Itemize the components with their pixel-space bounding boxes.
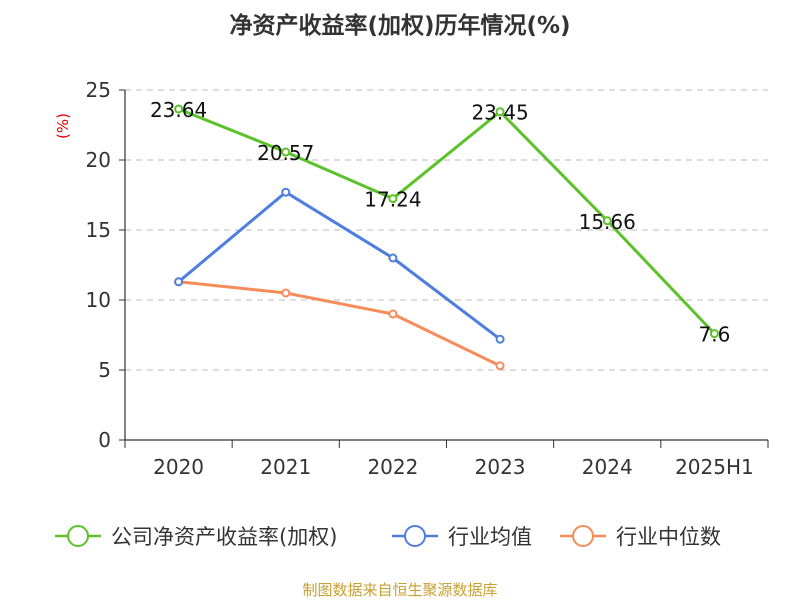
x-tick-label: 2024: [582, 455, 633, 479]
x-tick-label: 2022: [367, 455, 418, 479]
data-point: [602, 216, 612, 226]
data-label: 23.64: [150, 98, 207, 122]
series-line-2: [178, 280, 501, 368]
data-label: 20.57: [257, 141, 314, 165]
data-point: [388, 253, 398, 263]
data-point: [281, 147, 291, 157]
legend-swatch-circle: [67, 525, 89, 547]
series-line-1: [177, 190, 502, 341]
legend-label: 行业中位数: [616, 525, 721, 549]
y-tick-label: 25: [86, 78, 111, 102]
data-point: [709, 329, 719, 339]
legend[interactable]: 公司净资产收益率(加权) 行业均值 行业中位数: [55, 525, 721, 549]
data-label: 17.24: [364, 188, 421, 212]
x-tick-label: 2021: [260, 455, 311, 479]
y-tick-label: 0: [98, 428, 111, 452]
legend-item[interactable]: 行业中位数: [560, 525, 721, 549]
y-tick-label: 5: [98, 358, 111, 382]
x-tick-label: 2025H1: [675, 455, 754, 479]
x-tick-label: 2023: [475, 455, 526, 479]
data-point: [174, 277, 184, 287]
legend-item[interactable]: 公司净资产收益率(加权): [55, 525, 337, 549]
data-point: [495, 107, 505, 117]
data-point: [174, 104, 184, 114]
y-tick-label: 20: [86, 148, 111, 172]
data-labels: 23.64 20.57 17.24 23.45 15.66 7.6: [150, 98, 730, 347]
chart-title: 净资产收益率(加权)历年情况(%): [229, 12, 570, 39]
y-tick-label: 10: [86, 288, 111, 312]
data-point: [388, 194, 398, 204]
data-label: 23.45: [471, 101, 528, 125]
grid-lines: [125, 89, 768, 371]
series-layer: [174, 104, 719, 371]
axes: 0 5 10 15 20 25 2020 2021 2022 2023 2024 2025H1: [86, 78, 769, 479]
y-tick-label: 15: [86, 218, 111, 242]
source-note: 制图数据来自恒生聚源数据库: [302, 581, 497, 599]
data-point: [281, 288, 291, 298]
data-label: 7.6: [699, 323, 731, 347]
y-axis-label: (%): [54, 113, 72, 139]
legend-swatch-circle: [572, 525, 594, 547]
series-line-0: [178, 107, 716, 335]
legend-label: 行业均值: [448, 525, 532, 549]
data-point: [495, 334, 505, 344]
legend-label: 公司净资产收益率(加权): [111, 525, 337, 549]
x-tick-label: 2020: [153, 455, 204, 479]
data-point: [281, 187, 291, 197]
legend-swatch-circle: [404, 525, 426, 547]
data-point: [495, 361, 505, 371]
data-label: 15.66: [579, 210, 636, 234]
data-point: [388, 309, 398, 319]
legend-item[interactable]: 行业均值: [392, 525, 532, 549]
